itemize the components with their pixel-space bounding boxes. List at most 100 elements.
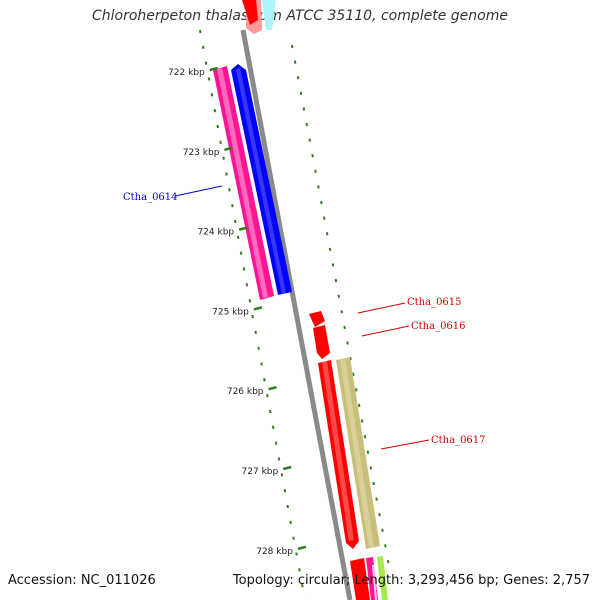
guide-dot xyxy=(271,425,275,429)
guide-dot xyxy=(337,294,341,298)
guide-dot xyxy=(263,378,266,382)
guide-dot xyxy=(298,568,301,572)
guide-dot xyxy=(311,154,314,158)
ctha-0614-leader xyxy=(174,185,223,197)
guide-dot xyxy=(219,140,222,144)
guide-dot xyxy=(317,185,320,189)
gene-label-ctha-0615: Ctha_0615 xyxy=(407,297,462,308)
kbp-tick-label: 722 kbp xyxy=(168,68,205,78)
guide-dot xyxy=(352,372,355,376)
gene-bottom-red xyxy=(350,558,370,600)
guide-dot xyxy=(308,138,311,142)
guide-dot xyxy=(331,263,335,267)
kbp-tick-label: 725 kbp xyxy=(212,307,249,317)
accession-text: Accession: NC_011026 xyxy=(8,573,156,588)
gene-bottom-lime xyxy=(377,556,388,600)
gene-label-ctha-0617: Ctha_0617 xyxy=(431,435,486,446)
gene-ctha-0617-khaki xyxy=(336,357,380,549)
guide-dot xyxy=(387,559,390,564)
guide-dot xyxy=(245,283,249,287)
guide-dot xyxy=(248,299,252,303)
guide-dot xyxy=(266,394,269,398)
guide-dot xyxy=(343,325,346,330)
gene-ctha-0616 xyxy=(313,325,330,359)
guide-dot xyxy=(204,61,208,65)
gene-label-ctha-0614: Ctha_0614 xyxy=(123,192,178,203)
kbp-tick-label: 728 kbp xyxy=(256,547,293,557)
guide-dot xyxy=(363,434,367,439)
kbp-tick-label: 724 kbp xyxy=(197,228,234,238)
guide-dot xyxy=(357,403,361,408)
guide-dot xyxy=(213,109,217,113)
guide-dot xyxy=(302,107,306,111)
guide-dot xyxy=(201,45,205,49)
guide-dot xyxy=(234,219,237,224)
guide-dot xyxy=(277,457,281,461)
guide-dot xyxy=(269,409,272,414)
guide-dot xyxy=(320,200,323,205)
guide-dot xyxy=(349,356,352,361)
kbp-tick-label: 726 kbp xyxy=(227,387,264,397)
guide-dot xyxy=(384,544,387,548)
kbp-tick-label: 727 kbp xyxy=(242,467,279,477)
ctha-0615-leader xyxy=(357,302,406,314)
guide-dot xyxy=(260,362,263,366)
guide-dot xyxy=(254,330,257,334)
kbp-tick-label: 723 kbp xyxy=(183,148,220,158)
guide-dot xyxy=(366,450,370,454)
guide-dot xyxy=(369,466,373,470)
guide-dot xyxy=(292,536,295,540)
outer-dotted-guide xyxy=(199,29,307,600)
guide-dot xyxy=(242,267,246,271)
guide-dot xyxy=(216,124,219,129)
guide-dot xyxy=(199,29,202,34)
gene-top-cyan xyxy=(262,0,276,30)
ctha-0617-leader xyxy=(380,439,430,450)
kbp-tick-mark xyxy=(238,226,248,231)
guide-dot xyxy=(299,91,303,95)
guide-dot xyxy=(328,247,332,252)
guide-dot xyxy=(239,251,243,255)
guide-dot xyxy=(251,314,254,319)
guide-dot xyxy=(291,44,294,49)
gene-top-red xyxy=(242,0,258,25)
guide-dot xyxy=(334,278,338,283)
guide-dot xyxy=(231,204,234,208)
guide-dot xyxy=(228,188,231,192)
gene-label-ctha-0616: Ctha_0616 xyxy=(411,321,466,332)
gene-ctha-0617-red xyxy=(318,360,359,549)
guide-dot xyxy=(325,232,329,236)
map-title: Chloroherpeton thalassium ATCC 35110, co… xyxy=(92,8,508,24)
guide-dot xyxy=(257,346,260,350)
guide-dot xyxy=(360,419,364,423)
gene-bottom-white-stripe xyxy=(372,565,377,600)
kbp-tick-mark xyxy=(224,146,233,152)
guide-dot xyxy=(314,169,317,174)
kbp-ticks: 722 kbp 723 kbp 724 kbp 725 kbp 726 kbp 727 k… xyxy=(168,66,307,557)
kbp-tick-mark xyxy=(209,66,219,72)
guide-dot xyxy=(296,76,300,80)
guide-dot xyxy=(375,497,378,501)
guide-dot xyxy=(381,528,384,532)
guide-dot xyxy=(289,520,292,524)
guide-dot xyxy=(340,310,343,314)
guide-dot xyxy=(236,235,240,239)
guide-dot xyxy=(372,481,375,486)
kbp-tick-mark xyxy=(268,385,277,391)
guide-dot xyxy=(274,441,278,445)
guide-dot xyxy=(207,77,211,81)
guide-dot xyxy=(378,513,381,517)
guide-dot xyxy=(283,489,287,493)
gene-ctha-0614-magenta xyxy=(213,66,274,300)
guide-dot xyxy=(222,156,225,160)
genome-summary-text: Topology: circular; Length: 3,293,456 bp… xyxy=(232,573,590,588)
kbp-tick-mark xyxy=(297,545,307,551)
guide-dot xyxy=(225,172,228,176)
guide-dot xyxy=(286,504,289,509)
kbp-tick-mark xyxy=(253,306,263,311)
ctha-0616-leader xyxy=(361,325,410,337)
guide-dot xyxy=(305,122,309,127)
guide-dot xyxy=(280,473,284,477)
gene-labels: Ctha_0614 Ctha_0615 Ctha_0616 Ctha_0617 xyxy=(123,185,486,450)
guide-dot xyxy=(323,216,326,220)
